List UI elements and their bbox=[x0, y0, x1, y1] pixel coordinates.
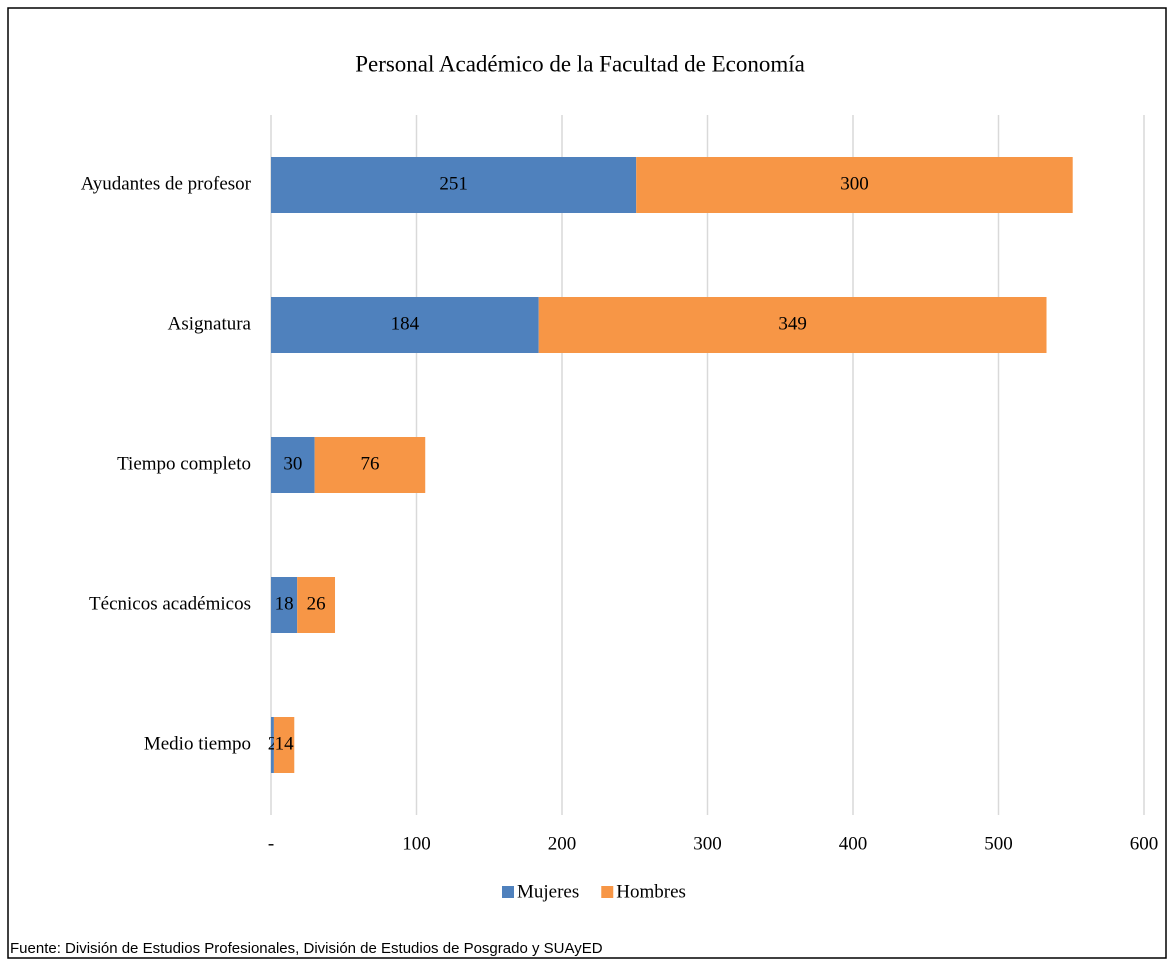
legend-swatch bbox=[502, 886, 514, 898]
y-tick-label: Tiempo completo bbox=[117, 453, 251, 474]
source-note: Fuente: División de Estudios Profesional… bbox=[10, 940, 603, 957]
data-label: 2 bbox=[268, 733, 278, 754]
x-tick-label: 400 bbox=[839, 833, 868, 854]
x-tick-label: 500 bbox=[984, 833, 1013, 854]
x-tick-label: 100 bbox=[402, 833, 431, 854]
data-label: 300 bbox=[840, 173, 869, 194]
x-tick-label: 200 bbox=[548, 833, 577, 854]
data-label: 349 bbox=[778, 313, 807, 334]
x-tick-label: - bbox=[268, 833, 274, 854]
bar-segment bbox=[636, 157, 1073, 213]
bar-segment bbox=[297, 577, 336, 633]
legend-label: Hombres bbox=[616, 881, 686, 902]
x-tick-label: 600 bbox=[1130, 833, 1159, 854]
chart-border bbox=[7, 7, 1167, 959]
y-tick-label: Medio tiempo bbox=[144, 733, 251, 754]
data-label: 26 bbox=[307, 593, 326, 614]
data-label: 18 bbox=[275, 593, 294, 614]
legend-swatch bbox=[601, 886, 614, 898]
bar-segment bbox=[538, 297, 1047, 353]
legend-label: Mujeres bbox=[517, 881, 579, 902]
data-label: 30 bbox=[283, 453, 302, 474]
data-label: 76 bbox=[360, 453, 379, 474]
bar-segment bbox=[271, 297, 539, 353]
x-tick-label: 300 bbox=[693, 833, 722, 854]
data-label: 14 bbox=[275, 733, 295, 754]
y-tick-label: Asignatura bbox=[168, 313, 252, 334]
bar-segment bbox=[271, 157, 637, 213]
bar-segment bbox=[271, 577, 298, 633]
bar-segment bbox=[314, 437, 426, 493]
bar-segment bbox=[273, 717, 295, 773]
data-label: 251 bbox=[439, 173, 468, 194]
y-tick-label: Ayudantes de profesor bbox=[81, 173, 252, 194]
chart-title: Personal Académico de la Facultad de Eco… bbox=[355, 51, 805, 76]
y-tick-label: Técnicos académicos bbox=[89, 593, 251, 614]
data-label: 184 bbox=[391, 313, 420, 334]
bar-segment bbox=[271, 437, 315, 493]
bar-segment bbox=[271, 717, 274, 773]
